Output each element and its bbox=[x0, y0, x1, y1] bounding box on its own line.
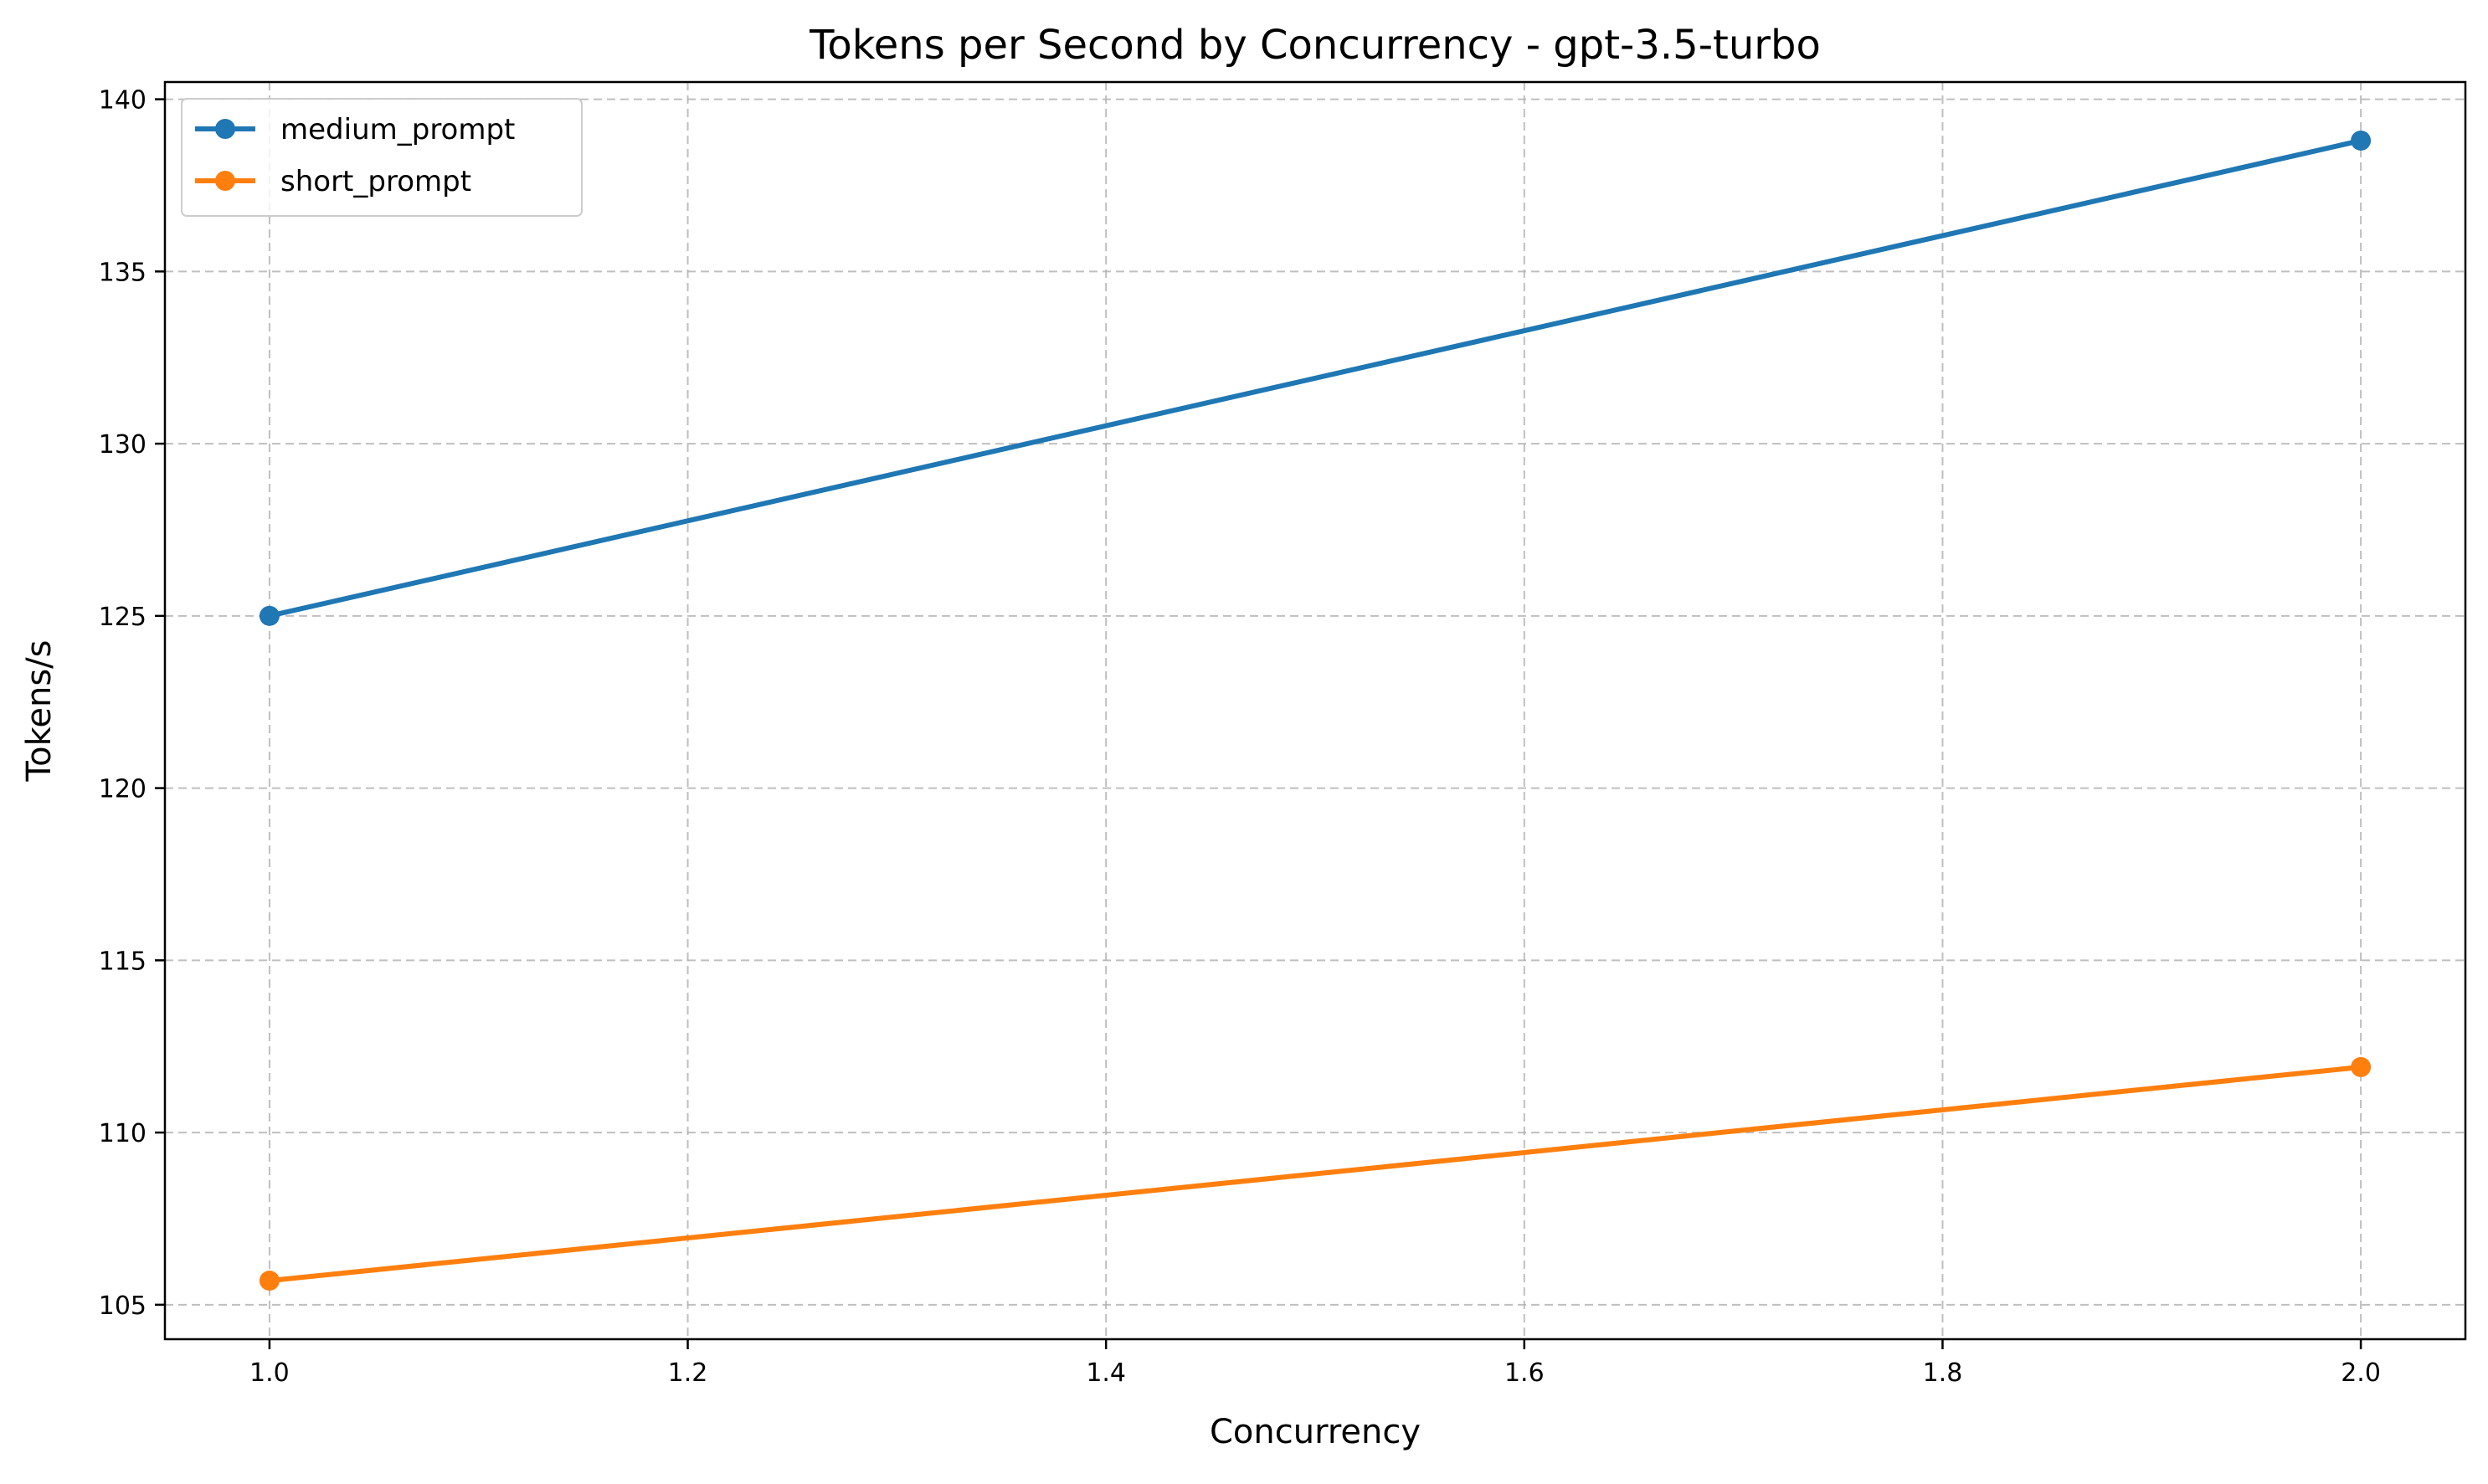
x-tick-label: 1.0 bbox=[249, 1358, 290, 1388]
x-tick-label: 1.2 bbox=[668, 1358, 708, 1388]
series-line bbox=[266, 1064, 2364, 1284]
legend: medium_prompt short_prompt bbox=[181, 98, 583, 217]
grid bbox=[165, 82, 2465, 1339]
legend-label: short_prompt bbox=[280, 165, 471, 198]
series-short_prompt bbox=[259, 1056, 2372, 1291]
x-tick-label: 1.4 bbox=[1086, 1358, 1126, 1388]
x-tick-label: 1.6 bbox=[1504, 1358, 1545, 1388]
legend-marker bbox=[215, 171, 235, 191]
legend-label: medium_prompt bbox=[280, 113, 515, 146]
plot-frame bbox=[163, 80, 2467, 1341]
series-line bbox=[266, 137, 2364, 619]
data-point bbox=[2351, 1056, 2372, 1077]
data-point bbox=[2351, 130, 2372, 151]
y-tick-label: 120 bbox=[99, 775, 147, 804]
series-medium_prompt bbox=[259, 130, 2372, 626]
y-tick-label: 115 bbox=[99, 947, 147, 976]
y-axis-label: Tokens/s bbox=[20, 640, 59, 783]
legend-marker bbox=[215, 119, 235, 139]
y-tick-label: 110 bbox=[99, 1119, 147, 1148]
y-tick-label: 125 bbox=[99, 603, 147, 632]
x-tick-label: 2.0 bbox=[2341, 1358, 2381, 1388]
y-tick-label: 135 bbox=[99, 258, 147, 287]
chart-title: Tokens per Second by Concurrency - gpt-3… bbox=[809, 22, 1821, 69]
x-tick-label: 1.8 bbox=[1923, 1358, 1963, 1388]
y-axis-ticks: 105 110 115 120 125 130 135 140 bbox=[99, 86, 165, 1321]
legend-item: short_prompt bbox=[195, 165, 471, 198]
legend-item: medium_prompt bbox=[195, 113, 515, 146]
series-layer bbox=[259, 130, 2372, 1291]
data-point bbox=[259, 1271, 280, 1291]
data-point bbox=[259, 605, 280, 626]
y-tick-label: 140 bbox=[99, 86, 147, 116]
y-tick-label: 105 bbox=[99, 1291, 147, 1321]
legend-box bbox=[181, 98, 583, 217]
x-axis-ticks: 1.0 1.2 1.4 1.6 1.8 2.0 bbox=[249, 1339, 2381, 1388]
y-tick-label: 130 bbox=[99, 430, 147, 460]
x-axis-label: Concurrency bbox=[1210, 1413, 1421, 1451]
